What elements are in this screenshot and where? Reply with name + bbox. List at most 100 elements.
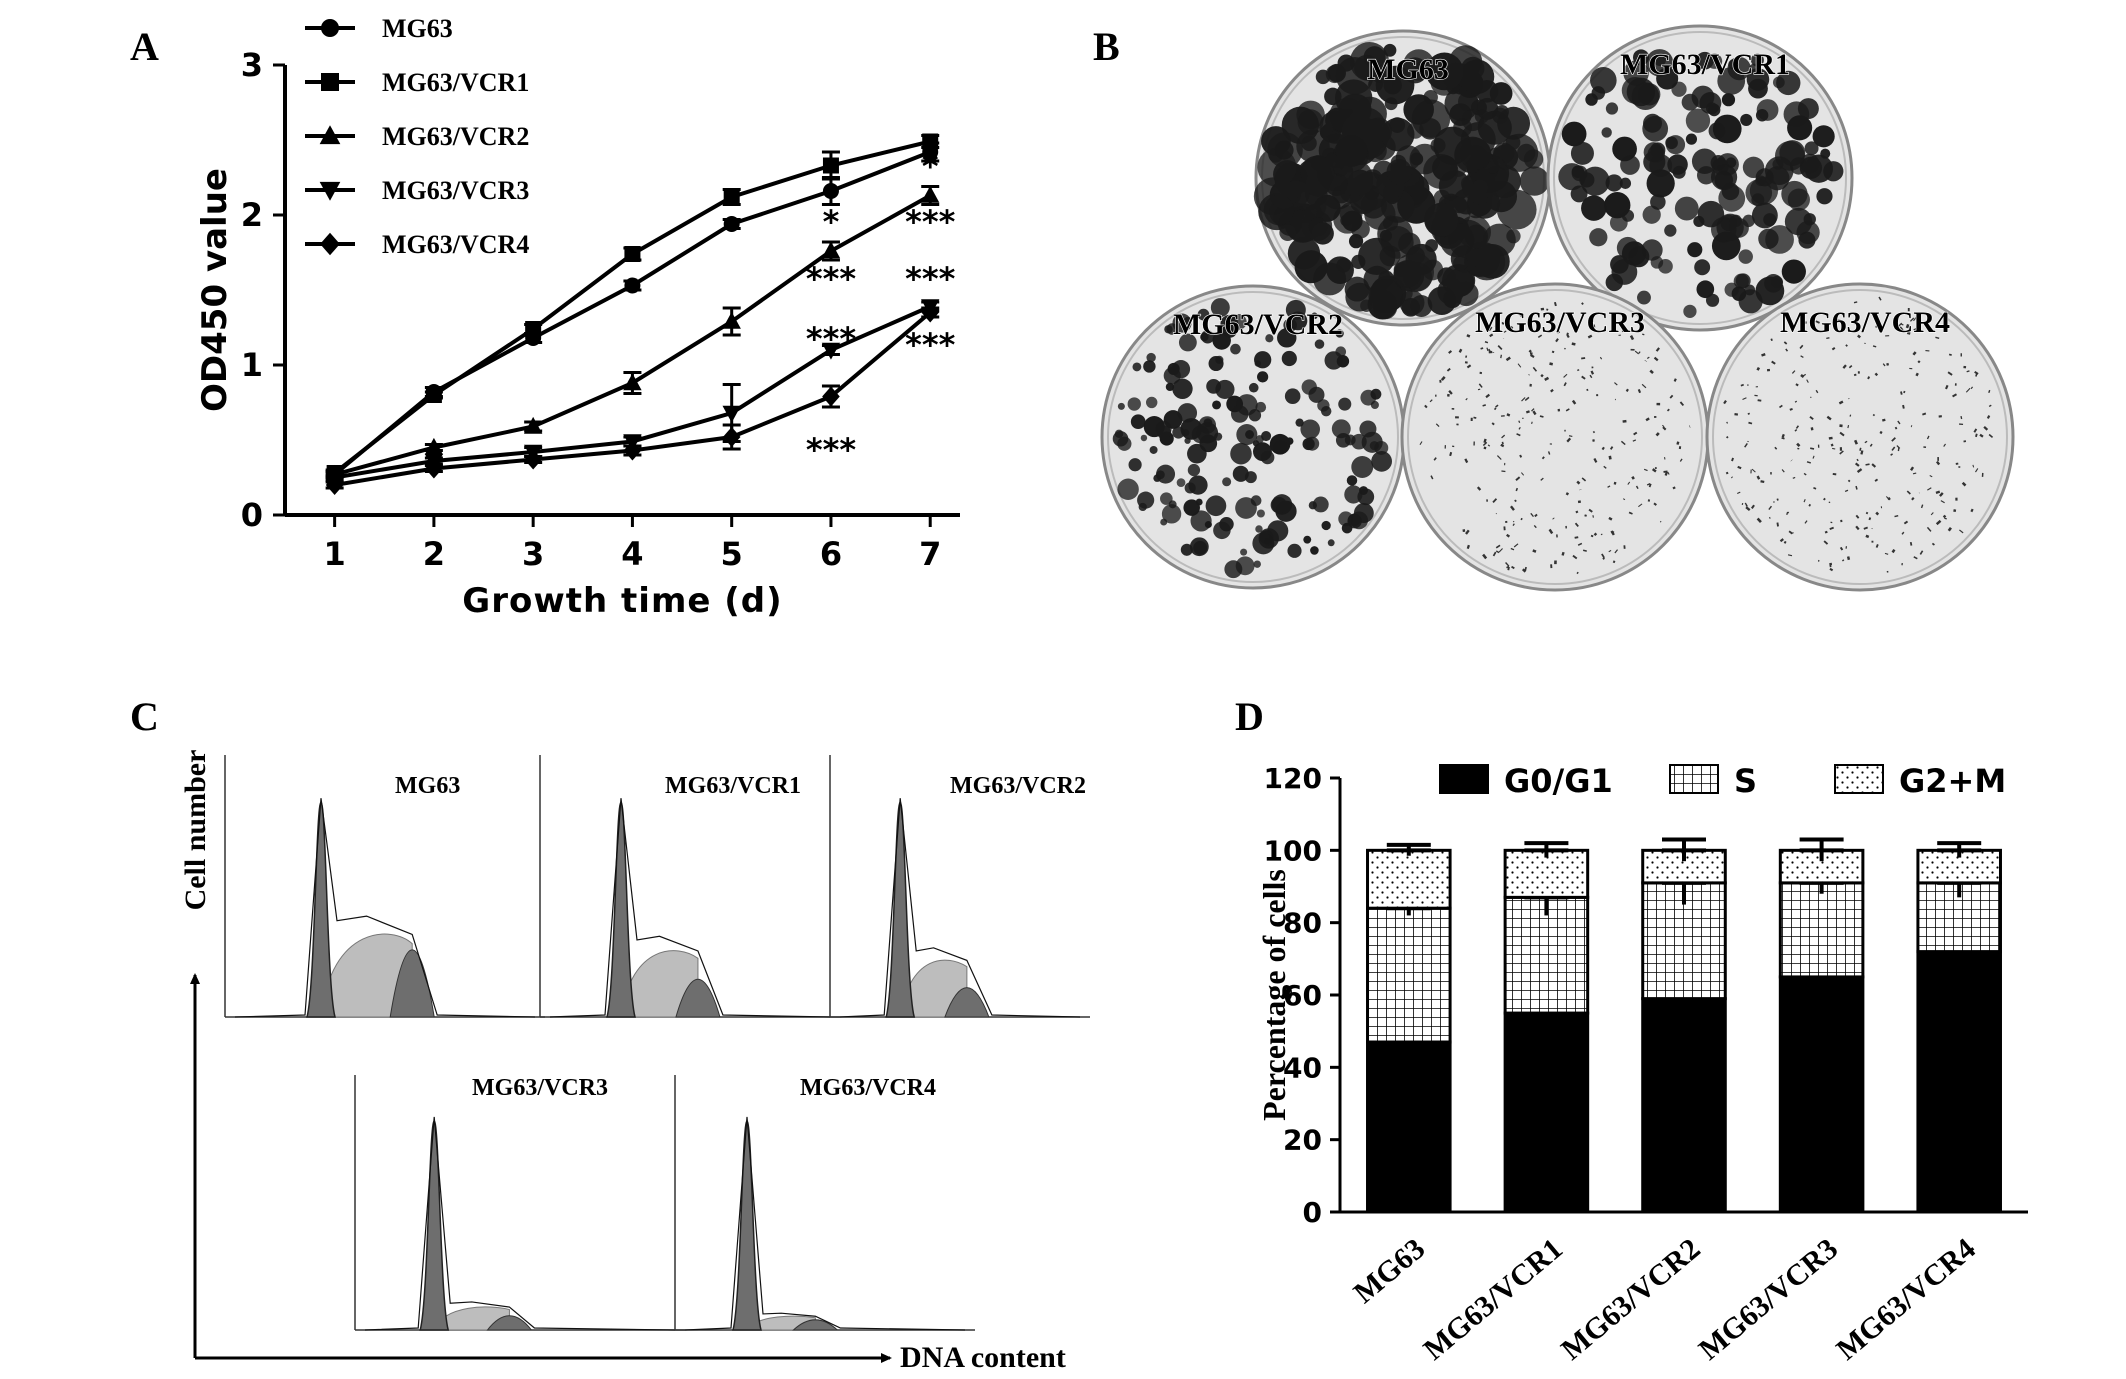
colony [1324,87,1342,106]
legend-label: MG63/VCR4 [382,230,529,259]
colony [1180,543,1193,556]
colony-speck [1600,533,1603,536]
colony-speck [1566,437,1572,443]
colony-speck [1826,337,1830,340]
category-label: MG63/VCR2 [1555,1232,1706,1367]
colony-speck [1979,433,1984,438]
y-axis-title: OD450 value [195,168,235,412]
colony-speck [1608,516,1613,521]
y-tick-label: 0 [241,496,263,534]
colony [1642,115,1669,142]
colony-speck [1810,447,1815,450]
colony-speck [1473,416,1477,419]
colony-speck [1637,389,1642,394]
legend-label: G0/G1 [1504,762,1613,800]
colony [1451,196,1468,214]
colony-speck [1592,324,1596,328]
y-tick-label: 2 [241,196,263,234]
colony [1665,135,1686,155]
colony-speck [1561,551,1565,556]
colony-speck [1796,442,1801,448]
colony-speck [1902,404,1905,409]
colony-speck [1537,334,1543,339]
colony [1255,525,1263,533]
colony [1424,202,1459,237]
colony [1706,102,1718,115]
significance-annotation: *** [806,431,856,469]
colony-speck [1589,374,1593,379]
colony [1570,141,1594,165]
colony [1302,437,1315,451]
category-label: MG63/VCR1 [1417,1232,1568,1367]
colony [1621,241,1647,266]
colony-speck [1737,465,1742,470]
colony-speck [1610,530,1615,536]
colony-speck [1894,514,1899,518]
colony [1128,458,1142,472]
colony-speck [1809,415,1814,420]
colony-speck [1879,430,1883,435]
colony [1394,252,1435,293]
colony-speck [1635,485,1639,490]
colony-speck [1736,491,1741,495]
colony [1519,166,1550,196]
colony [1138,502,1147,512]
colony-speck [1501,441,1504,445]
colony-speck [1849,414,1852,417]
colony-speck [1781,436,1785,440]
colony [1236,394,1258,416]
colony-dish: MG63/VCR3 [1400,282,1710,592]
colony-speck [1930,512,1934,516]
colony-speck [1539,415,1544,418]
cell-cycle-histogram: MG63/VCR2 [829,755,1090,1018]
colony [1685,108,1711,133]
colony-speck [1497,345,1503,351]
colony [1727,56,1751,81]
colony [1377,216,1413,252]
colony [1696,166,1716,185]
colony-speck [1983,425,1989,431]
colony-speck [1646,482,1651,486]
colony-speck [1776,498,1779,501]
colony-speck [1839,431,1845,437]
data-point [921,185,940,203]
colony [1189,537,1209,557]
data-point [722,427,741,447]
colony-speck [1649,369,1654,374]
colony-speck [1915,372,1919,377]
y-tick-label: 80 [1283,907,1322,940]
colony-speck [1855,485,1858,490]
colony [1132,362,1142,372]
panel-a-line-chart: 0 1 2 3 1 2 3 4 5 6 7 Growth time (d) OD450 value MG6… [195,14,960,621]
colony [1215,355,1224,364]
colony-speck [1871,463,1877,468]
colony-speck [1613,481,1617,485]
colony-speck [1482,553,1488,560]
colony-speck [1792,476,1796,479]
colony-speck [1725,471,1729,475]
colony [1433,189,1451,207]
colony-speck [1815,320,1820,324]
x-tick-label: 7 [919,535,941,573]
colony-speck [1882,363,1886,367]
colony-speck [1952,393,1958,398]
colony [1637,290,1651,305]
histogram-trace [549,798,831,1018]
colony-speck [1846,556,1851,561]
colony [1285,299,1306,320]
x-tick-label: 1 [323,535,345,573]
colony-speck [1576,571,1579,575]
colony [1765,225,1794,254]
colony-speck [1524,396,1530,402]
colony-speck [1488,326,1493,332]
data-point [922,133,939,150]
colony-speck [1863,526,1868,530]
colony-speck [1440,376,1446,381]
colony [1140,434,1148,442]
colony-speck [1513,543,1519,548]
colony-speck [1768,505,1773,510]
colony-speck [1898,322,1903,327]
colony [1270,496,1287,514]
colony-speck [1885,496,1891,501]
